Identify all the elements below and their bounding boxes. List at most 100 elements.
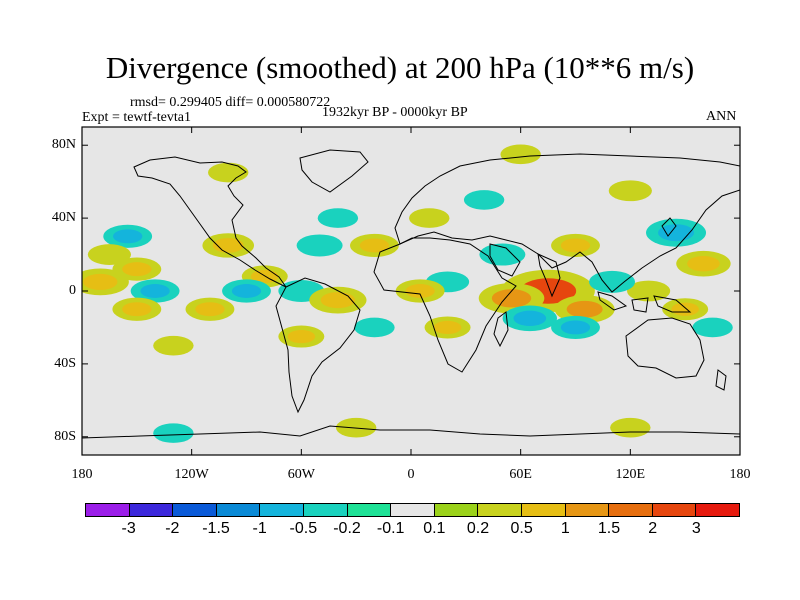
colorbar-label: 3 (691, 520, 701, 537)
lat-tick-label: 80N (51, 137, 76, 153)
period-label: 1932kyr BP - 0000kyr BP (322, 105, 468, 120)
lon-tick-label: 0 (407, 467, 415, 482)
colorbar-swatch (696, 504, 739, 516)
coastline-antarctica (82, 425, 740, 439)
field-blob (513, 310, 547, 327)
colorbar-label: 1.5 (597, 520, 621, 537)
colorbar (85, 503, 740, 517)
colorbar-label: 0.1 (423, 520, 446, 537)
colorbar-swatch (609, 504, 653, 516)
colorbar-label: -1 (252, 520, 267, 537)
colorbar-label: -2 (165, 520, 180, 537)
coastline-japan (661, 217, 677, 237)
tick-marks (81, 127, 741, 455)
colorbar-label: -3 (121, 520, 136, 537)
colorbar-swatch (303, 504, 348, 516)
lat-tick-label: 0 (69, 283, 76, 298)
colorbar-swatch (521, 504, 566, 516)
colorbar-label: 0.5 (510, 520, 533, 537)
field-blob (463, 190, 505, 210)
field-blob (317, 208, 359, 228)
field-blob (287, 284, 316, 298)
colorbar-swatch (260, 504, 304, 516)
field-blob (231, 284, 262, 298)
field-blob (87, 244, 132, 265)
season-label: ANN (706, 109, 737, 124)
field-blob (122, 262, 152, 277)
field-blob (627, 280, 671, 302)
colorbar-swatch (216, 504, 261, 516)
field-layer (82, 144, 733, 443)
colorbar-swatch (478, 504, 522, 516)
field-blob (122, 302, 152, 317)
coastline-africa (373, 237, 517, 373)
colorbar-swatch (391, 504, 435, 516)
field-blob (610, 417, 651, 438)
figure-title: Divergence (smoothed) at 200 hPa (10**6 … (105, 50, 695, 85)
field-blob (83, 273, 118, 290)
field-blob (305, 238, 334, 253)
field-blob (195, 302, 225, 317)
colorbar-label: -1.5 (202, 520, 230, 537)
coastline-maritime-continent (597, 291, 692, 313)
coastline-madagascar (493, 311, 509, 348)
field-blob (140, 284, 170, 298)
field-blob (359, 238, 390, 253)
field-blob (598, 275, 626, 289)
lon-tick-label: 180 (71, 467, 93, 482)
coastline-greenland (299, 149, 369, 193)
field-blob (208, 162, 249, 183)
stats-text: rmsd= 0.299405 diff= 0.000580722 (130, 95, 331, 110)
colorbar-swatch (173, 504, 217, 516)
coastline-north-america (133, 156, 287, 288)
field-blob (560, 238, 591, 253)
colorbar-label: 1 (560, 520, 570, 537)
field-blob (491, 289, 532, 308)
field-blob (671, 302, 699, 316)
field-blob (354, 317, 395, 338)
field-blob (287, 329, 316, 344)
colorbar-label: -0.5 (289, 520, 318, 537)
lon-tick-label: 180 (729, 467, 751, 482)
coastline-south-america (275, 277, 361, 414)
field-blob (153, 335, 194, 356)
lat-tick-label: 40S (54, 355, 76, 371)
field-blob (687, 255, 720, 272)
colorbar-swatch (565, 504, 610, 516)
colorbar-swatch (129, 504, 174, 516)
colorbar-swatch (347, 504, 392, 516)
colorbar-label: 0.2 (466, 520, 490, 537)
field-blob (500, 144, 541, 165)
colorbar-label: 2 (648, 520, 658, 537)
colorbar-label: -0.2 (333, 520, 361, 537)
lon-tick-label: 120E (615, 467, 646, 482)
field-blob (433, 320, 462, 335)
colorbar-swatch (652, 504, 697, 516)
experiment-label: Expt = tewtf-tevta1 (82, 110, 191, 125)
field-blob (320, 292, 356, 309)
coastline-australia (625, 317, 705, 379)
lon-tick-label: 120W (174, 467, 209, 482)
field-blob (560, 320, 591, 335)
colorbar-swatch (434, 504, 479, 516)
coastline-india (537, 253, 561, 298)
field-blob (405, 284, 435, 298)
colorbar-label: -0.1 (376, 520, 405, 537)
field-blob (113, 229, 143, 244)
field-blob (658, 224, 695, 242)
field-blob (153, 423, 194, 443)
lat-tick-label: 40N (51, 210, 76, 226)
field-blob (409, 208, 450, 228)
lon-tick-label: 60W (287, 467, 315, 482)
lon-tick-label: 60E (509, 467, 532, 482)
field-blob (566, 300, 603, 318)
coastline-arabia (489, 243, 521, 277)
coastline-eurasia (394, 153, 740, 293)
coastlines (82, 149, 740, 439)
lat-tick-label: 80S (54, 428, 76, 444)
field-blob (608, 180, 652, 202)
field-blob (692, 317, 733, 338)
coastline-new-zealand (715, 369, 727, 391)
colorbar-swatch (86, 504, 130, 516)
